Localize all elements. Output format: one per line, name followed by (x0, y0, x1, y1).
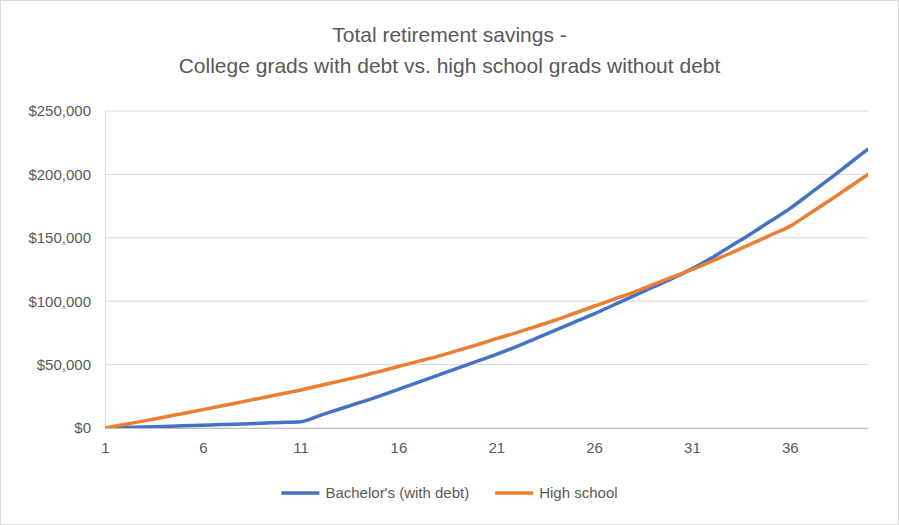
y-tick-label: $200,000 (28, 166, 91, 183)
y-tick-label: $150,000 (28, 229, 91, 246)
y-tick: $100,000 (28, 293, 105, 310)
series-line (105, 174, 868, 428)
legend-swatch (281, 491, 319, 495)
y-tick: $0 (74, 419, 105, 436)
grid-line (105, 428, 868, 429)
x-tick: 21 (488, 428, 505, 456)
x-tick: 6 (199, 428, 207, 456)
y-tick: $50,000 (37, 356, 105, 373)
x-tick-label: 11 (293, 439, 309, 456)
x-tick-label: 36 (782, 439, 799, 456)
x-tick-label: 21 (488, 439, 505, 456)
x-tick: 16 (391, 428, 408, 456)
x-tick-label: 31 (684, 439, 701, 456)
x-tick: 36 (782, 428, 799, 456)
y-axis-line (105, 112, 106, 429)
grid-line (105, 111, 868, 112)
grid-line (105, 237, 868, 238)
y-tick-label: $0 (74, 419, 91, 436)
grid-line (105, 174, 868, 175)
legend: Bachelor's (with debt) High school (281, 484, 617, 501)
legend-label: High school (539, 484, 617, 501)
chart-title: College grads with debt vs. high school … (179, 54, 721, 77)
y-tick: $200,000 (28, 166, 105, 183)
series-line (105, 149, 868, 428)
y-tick: $250,000 (28, 102, 105, 119)
grid (105, 111, 868, 428)
x-tick-label: 16 (391, 439, 408, 456)
y-axis: $0 $50,000 $100,000 $150,000 $200,000 $250,00… (28, 102, 105, 436)
x-tick-label: 6 (199, 439, 207, 456)
x-tick: 11 (293, 428, 309, 456)
chart-frame (1, 1, 899, 525)
series-lines (105, 149, 868, 428)
y-tick-label: $250,000 (28, 102, 91, 119)
x-tick-label: 1 (101, 439, 109, 456)
y-tick-label: $50,000 (37, 356, 91, 373)
grid-line (105, 301, 868, 302)
x-tick-label: 26 (586, 439, 603, 456)
x-tick: 1 (101, 428, 109, 456)
y-tick-label: $100,000 (28, 293, 91, 310)
x-tick: 26 (586, 428, 603, 456)
y-tick: $150,000 (28, 229, 105, 246)
legend-item: High school (495, 484, 617, 501)
grid-line (105, 364, 868, 365)
chart: Total retirement savings - College grads … (0, 0, 899, 525)
legend-swatch (495, 491, 533, 495)
legend-item: Bachelor's (with debt) (281, 484, 469, 501)
x-axis: 16111621263136 (101, 428, 868, 456)
x-axis-line (106, 428, 869, 429)
chart-title: Total retirement savings - (332, 23, 567, 46)
x-tick: 31 (684, 428, 701, 456)
legend-label: Bachelor's (with debt) (325, 484, 469, 501)
plot-area: $0 $50,000 $100,000 $150,000 $200,000 $250,00… (28, 102, 868, 455)
